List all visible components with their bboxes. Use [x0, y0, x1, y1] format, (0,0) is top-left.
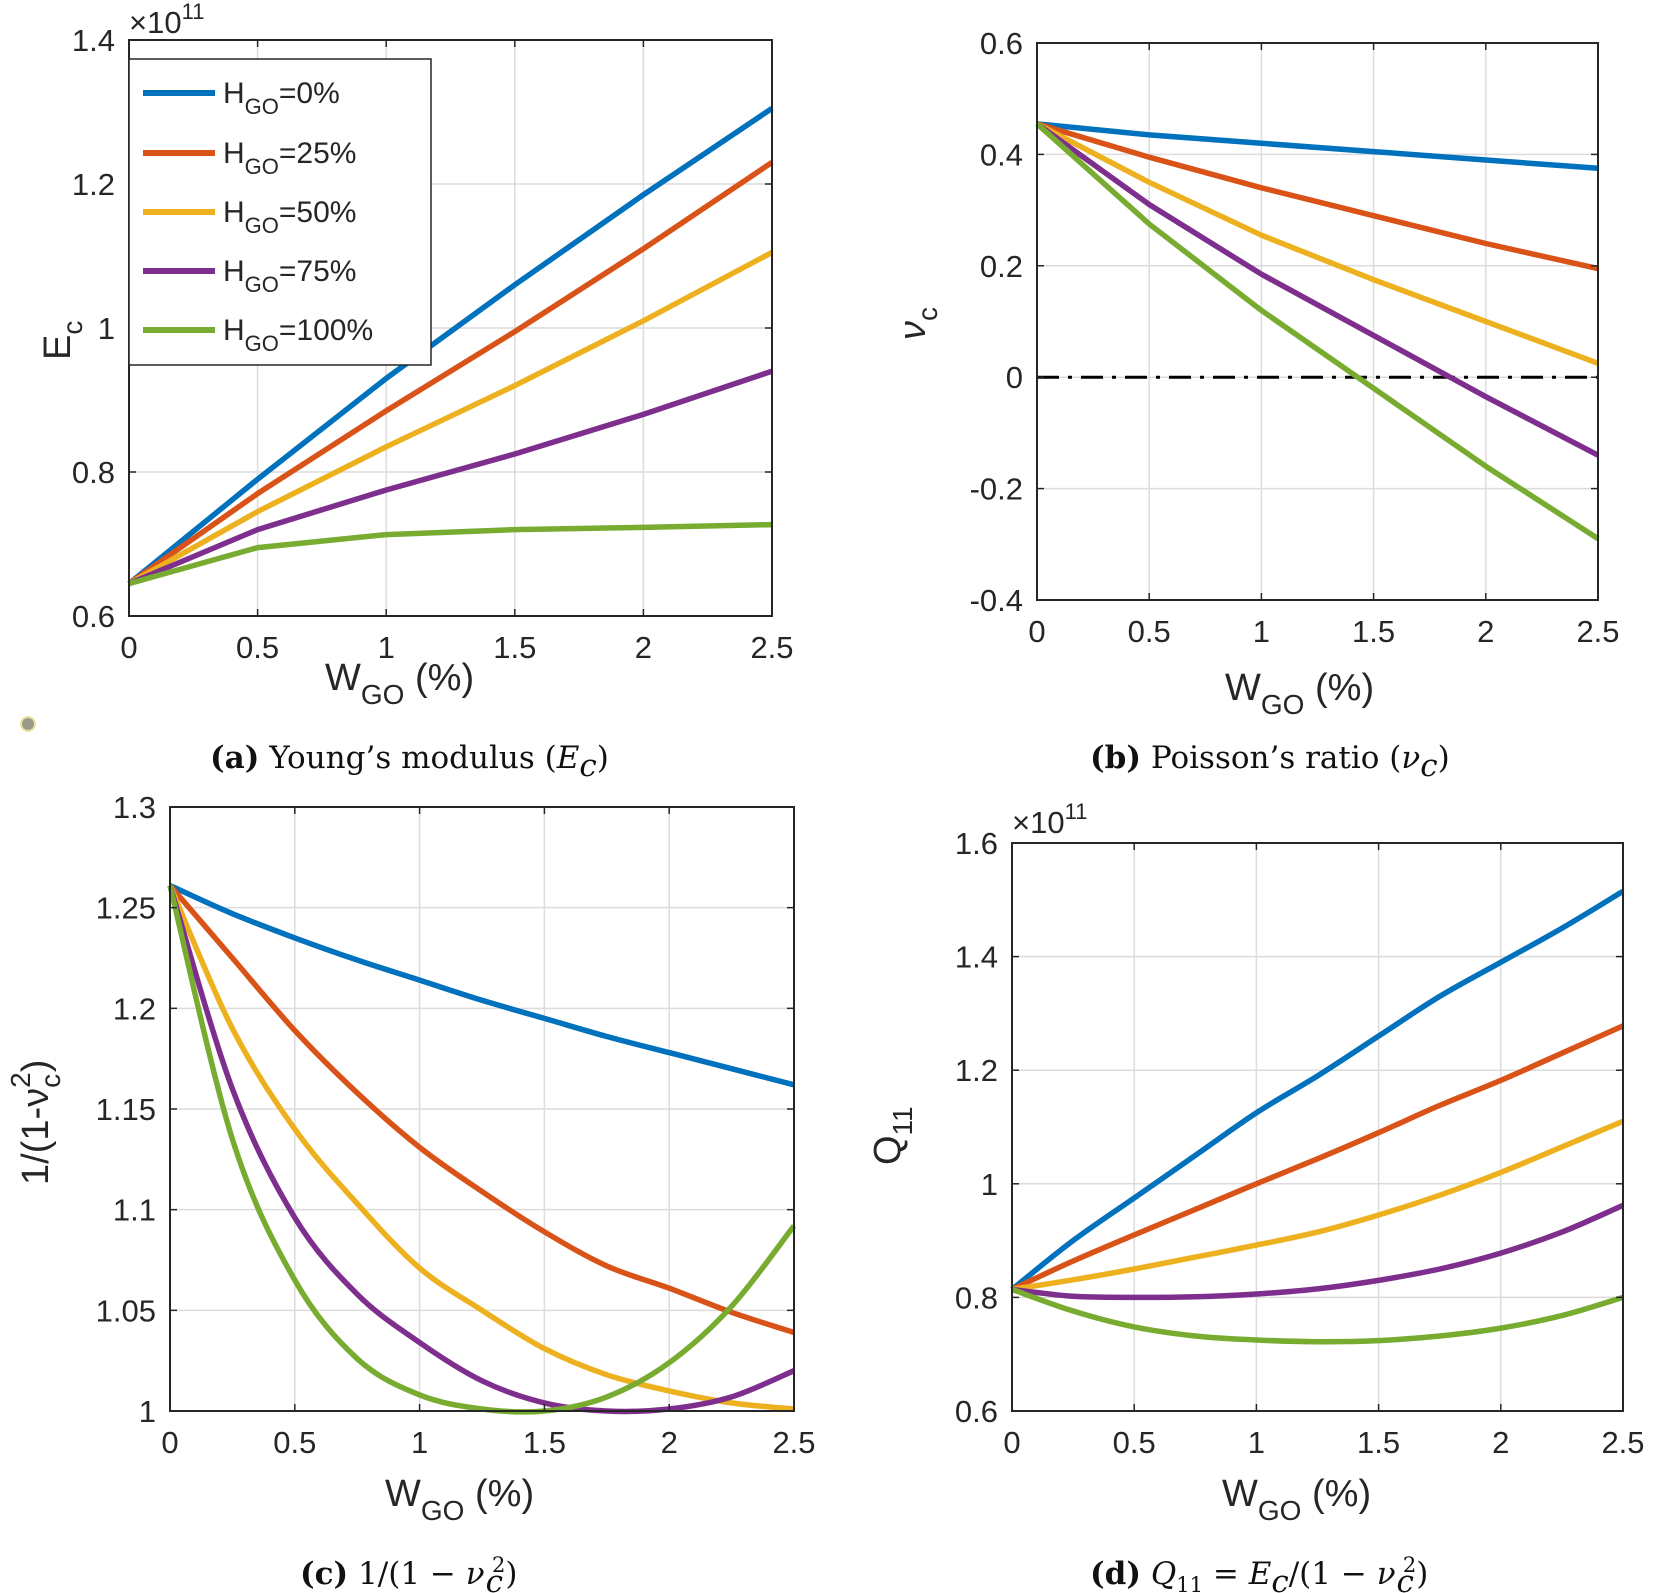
x-tick-label: 2 — [661, 1425, 678, 1460]
y-tick-label: 0.4 — [980, 137, 1023, 172]
panel-b-poissons-ratio: 0 0.5 1 1.5 2 2.5 -0.4 -0.2 0 0.2 0.4 0.6 WGO (%) ν… — [892, 26, 1620, 784]
legend-label-h50: HGO=50% — [223, 196, 356, 238]
series-line-h0 — [127, 106, 774, 586]
y-tick-label: 1.05 — [96, 1293, 156, 1328]
y-tick-label: 1.2 — [955, 1053, 998, 1088]
x-tick-label: 0 — [1028, 614, 1045, 649]
x-axis-label: WGO (%) — [1222, 1473, 1371, 1526]
series-line-h100 — [1035, 121, 1600, 542]
y-tick-label: 1.25 — [96, 891, 156, 926]
x-tick-label: 2 — [635, 630, 652, 665]
series-line-h75 — [127, 368, 773, 587]
legend-label-h0: HGO=0% — [223, 77, 340, 119]
plot-frame — [1011, 842, 1624, 1412]
y-tick-label: 1 — [139, 1394, 156, 1429]
x-tick-label: 2.5 — [1601, 1425, 1644, 1460]
series-line-h50 — [167, 884, 795, 1412]
series-line-h75 — [1035, 121, 1600, 458]
x-tick-label: 0.5 — [236, 630, 279, 665]
y-tick-label: 1 — [981, 1167, 998, 1202]
series-line-h0 — [168, 882, 795, 1088]
x-tick-label: 2.5 — [1576, 614, 1619, 649]
x-tick-label: 1 — [1253, 614, 1270, 649]
x-tick-label: 2.5 — [772, 1425, 815, 1460]
y-tick-label: 1.2 — [113, 991, 156, 1026]
y-axis-label: νc — [892, 307, 943, 340]
x-tick-label: 0.5 — [1113, 1425, 1156, 1460]
y-tick-label: -0.2 — [970, 472, 1023, 507]
y-tick-label: 0.6 — [980, 26, 1023, 61]
series-line-h0 — [1010, 888, 1625, 1292]
y-tick-label: 1.4 — [72, 23, 115, 58]
series-line-h75 — [1011, 1202, 1625, 1301]
x-tick-label: 2 — [1492, 1425, 1509, 1460]
y-tick-label: 1.15 — [96, 1092, 156, 1127]
series-line-h25 — [1010, 1023, 1625, 1292]
x-tick-label: 2.5 — [750, 630, 793, 665]
x-axis-label: WGO (%) — [1225, 667, 1374, 720]
series-line-h50 — [1011, 1118, 1625, 1293]
x-tick-label: 0 — [161, 1425, 178, 1460]
x-tick-label: 1 — [378, 630, 395, 665]
y-tick-label: 1.1 — [113, 1193, 156, 1228]
y-tick-label: 0.8 — [72, 455, 115, 490]
x-tick-label: 0.5 — [1128, 614, 1171, 649]
y-axis-label: 1/(1-νc2) — [5, 1060, 66, 1185]
y-tick-label: 1.3 — [113, 790, 156, 825]
y-tick-label: 1.2 — [72, 167, 115, 202]
legend-label-h100: HGO=100% — [223, 314, 373, 356]
series-line-h50 — [1035, 121, 1599, 366]
y-tick-label: 0 — [1006, 360, 1023, 395]
multiplier: ×1011 — [129, 0, 204, 40]
multiplier: ×1011 — [1012, 799, 1087, 840]
y-tick-label: 0.6 — [72, 599, 115, 634]
y-tick-label: 0.6 — [955, 1394, 998, 1429]
series-line-h25 — [127, 160, 774, 586]
panel-a-youngs-modulus: 0 0.5 1 1.5 2 2.5 0.6 0.8 1 1.2 1.4 ×1011 HGO=0% H… — [37, 0, 794, 784]
legend-label-h25: HGO=25% — [223, 137, 356, 179]
x-tick-label: 0 — [120, 630, 137, 665]
x-tick-label: 0 — [1003, 1425, 1020, 1460]
y-tick-label: 0.8 — [955, 1280, 998, 1315]
caption-b: (b) Poisson’s ratio (νc) — [1090, 740, 1450, 784]
svg-text:×1011: ×1011 — [129, 0, 204, 40]
x-axis-label: WGO (%) — [325, 657, 474, 710]
x-tick-label: 1.5 — [523, 1425, 566, 1460]
series-line-h25 — [1036, 121, 1599, 272]
svg-text:×1011: ×1011 — [1012, 799, 1087, 840]
x-tick-label: 1 — [1248, 1425, 1265, 1460]
y-axis-label: Q11 — [867, 1106, 918, 1165]
y-tick-label: 1 — [98, 311, 115, 346]
stray-dot — [20, 716, 36, 732]
caption-d: (d) Q11 = Ec/(1 − νc2) — [1090, 1553, 1428, 1593]
y-tick-label: 0.2 — [980, 249, 1023, 284]
y-tick-label: -0.4 — [970, 583, 1023, 618]
x-tick-label: 1.5 — [493, 630, 536, 665]
panel-d-q11: 0 0.5 1 1.5 2 2.5 0.6 0.8 1 1.2 1.4 1.6 ×1011 WGO (… — [867, 799, 1645, 1593]
y-tick-label: 1.6 — [955, 826, 998, 861]
series-line-h50 — [127, 249, 774, 586]
series-line-h25 — [167, 883, 795, 1336]
legend: HGO=0% HGO=25% HGO=50% HGO=75% HGO=100% — [128, 58, 432, 366]
y-tick-label: 1.4 — [955, 940, 998, 975]
x-tick-label: 0.5 — [273, 1425, 316, 1460]
caption-a: (a) Young’s modulus (Ec) — [210, 740, 609, 784]
x-tick-label: 1 — [411, 1425, 428, 1460]
caption-c: (c) 1/(1 − νc2) — [300, 1553, 517, 1593]
series-line-h100 — [128, 521, 773, 587]
x-tick-label: 1.5 — [1352, 614, 1395, 649]
legend-label-h75: HGO=75% — [223, 255, 356, 297]
x-axis-label: WGO (%) — [385, 1473, 534, 1526]
series-line-h75 — [167, 884, 796, 1415]
series-line-h100 — [1011, 1286, 1624, 1345]
x-tick-label: 1.5 — [1357, 1425, 1400, 1460]
x-tick-label: 2 — [1477, 614, 1494, 649]
plot-frame — [1036, 42, 1599, 601]
y-axis-label: Ec — [37, 321, 88, 360]
series-line-h100 — [167, 884, 797, 1415]
panel-c-inverse-factor: 0 0.5 1 1.5 2 2.5 1 1.05 1.1 1.15 1.2 1.25 1.3 WGO (… — [5, 790, 816, 1593]
series-line-h0 — [1036, 121, 1599, 172]
